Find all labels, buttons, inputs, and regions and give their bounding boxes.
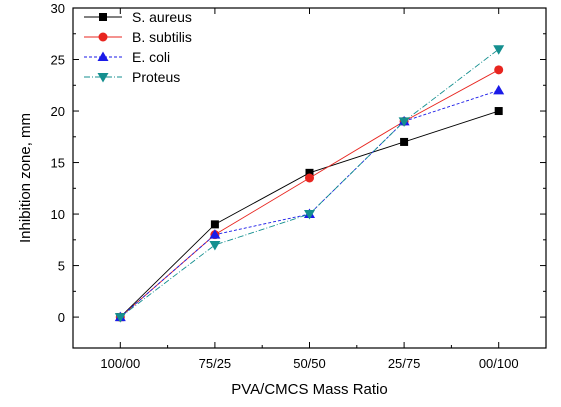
x-tick-label: 25/75 bbox=[388, 356, 421, 371]
series-layer bbox=[114, 45, 505, 323]
y-tick-label: 25 bbox=[51, 53, 65, 68]
series-e-coli bbox=[114, 84, 505, 322]
data-point bbox=[305, 168, 314, 177]
data-point bbox=[305, 173, 314, 183]
legend-item: E. coli bbox=[84, 49, 170, 65]
legend-item: Proteus bbox=[84, 69, 180, 85]
y-tick-label: 20 bbox=[51, 104, 65, 119]
y-axis: 0 5 10 15 20 25 30 bbox=[51, 1, 546, 325]
legend-label: B. subtilis bbox=[132, 29, 192, 45]
data-point bbox=[114, 313, 126, 323]
data-point bbox=[210, 220, 219, 229]
series-line bbox=[120, 48, 499, 318]
x-tick-label: 75/25 bbox=[199, 356, 232, 371]
y-tick-label: 0 bbox=[58, 310, 65, 325]
legend-label: Proteus bbox=[132, 69, 180, 85]
legend: S. aureus B. subtilis E. coli Proteus bbox=[84, 9, 192, 85]
y-tick-label: 15 bbox=[51, 156, 65, 171]
data-point bbox=[493, 45, 505, 55]
y-axis-title: Inhibition zone, mm bbox=[17, 113, 34, 243]
data-point bbox=[494, 65, 504, 75]
data-point bbox=[304, 210, 315, 220]
data-point bbox=[400, 137, 409, 146]
x-axis-title: PVA/CMCS Mass Ratio bbox=[231, 381, 387, 398]
y-tick-label: 30 bbox=[51, 1, 65, 16]
legend-marker bbox=[98, 32, 108, 42]
legend-item: B. subtilis bbox=[84, 29, 192, 45]
data-point bbox=[493, 84, 505, 95]
x-axis: 100/00 75/25 50/50 25/75 00/100 bbox=[100, 8, 519, 371]
legend-marker bbox=[97, 51, 109, 61]
data-point bbox=[494, 107, 503, 116]
x-tick-label: 100/00 bbox=[100, 356, 140, 371]
legend-marker bbox=[97, 73, 109, 83]
series-line bbox=[120, 69, 499, 318]
legend-label: S. aureus bbox=[132, 9, 192, 25]
y-tick-label: 10 bbox=[51, 207, 65, 222]
series-proteus bbox=[114, 45, 505, 323]
x-tick-label: 50/50 bbox=[293, 356, 326, 371]
data-point bbox=[209, 240, 221, 251]
x-tick-label: 00/100 bbox=[479, 356, 519, 371]
legend-label: E. coli bbox=[132, 49, 170, 65]
series-line bbox=[120, 89, 499, 318]
y-tick-label: 5 bbox=[58, 259, 65, 274]
data-point bbox=[398, 117, 410, 127]
series-b-subtilis bbox=[115, 65, 504, 322]
legend-item: S. aureus bbox=[84, 9, 192, 25]
data-point bbox=[209, 229, 221, 239]
legend-marker bbox=[99, 13, 107, 21]
